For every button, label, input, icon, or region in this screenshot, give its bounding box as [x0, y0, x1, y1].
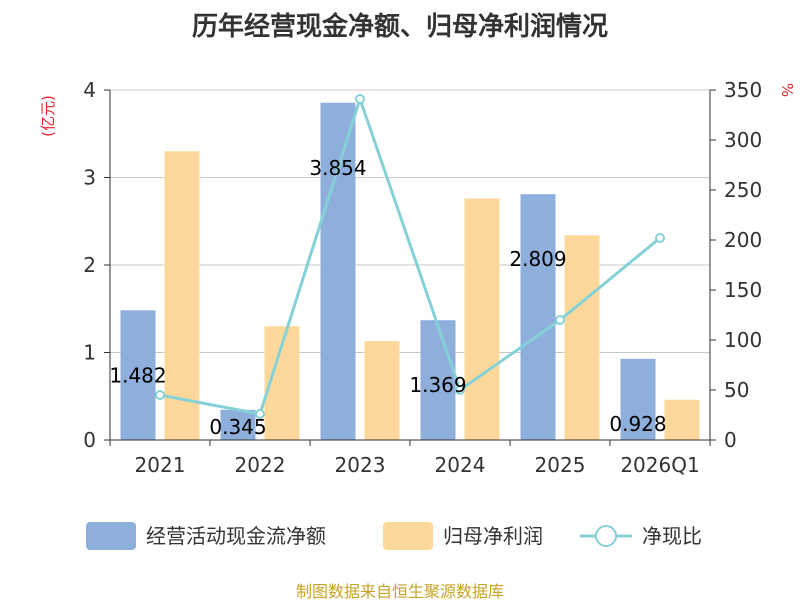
bar-value-label: 2.809	[509, 247, 566, 271]
line-path	[159, 94, 661, 416]
legend-label: 净现比	[642, 524, 702, 548]
right-tick-label: 250	[724, 178, 762, 202]
line-series	[155, 94, 665, 419]
x-tick-label: 2021	[135, 453, 186, 477]
legend-label: 经营活动现金流净额	[146, 524, 326, 548]
chart-title: 历年经营现金净额、归母净利润情况	[191, 12, 608, 42]
right-tick-label: 200	[724, 228, 762, 252]
bar-value-label: 1.369	[409, 373, 466, 397]
legend-marker	[595, 525, 617, 547]
bar-value-label: 0.928	[609, 412, 666, 436]
left-tick-label: 3	[83, 166, 96, 190]
legend-label: 归母净利润	[443, 524, 543, 548]
bar-value-label: 0.345	[209, 415, 266, 439]
bar-value-label: 1.482	[109, 363, 166, 387]
x-tick-label: 2023	[335, 453, 386, 477]
data-labels: 1.482 0.345 3.854 1.369 2.809 0.928	[109, 156, 666, 439]
left-tick-label: 2	[83, 253, 96, 277]
bar	[220, 409, 256, 440]
grid-lines	[110, 89, 710, 353]
right-tick-label: 100	[724, 328, 762, 352]
source-note: 制图数据来自恒生聚源数据库	[295, 582, 504, 601]
x-tick-label: 2026Q1	[620, 453, 699, 477]
right-tick-label: 50	[724, 378, 749, 402]
bar-value-label: 3.854	[309, 156, 366, 180]
left-tick-label: 0	[83, 428, 96, 452]
right-tick-label: 300	[724, 128, 762, 152]
line-point	[155, 390, 165, 400]
right-tick-label: 0	[724, 428, 737, 452]
line-point	[255, 409, 265, 419]
right-tick-label: 350	[724, 78, 762, 102]
left-tick-label: 1	[83, 341, 96, 365]
bar	[620, 358, 656, 440]
line-point	[355, 94, 365, 104]
left-tick-label: 4	[83, 78, 96, 102]
bar	[420, 320, 456, 440]
bar	[164, 151, 200, 440]
bar	[320, 102, 356, 441]
bar	[520, 194, 556, 440]
line-point	[555, 315, 565, 325]
bar	[564, 235, 600, 440]
bar-series	[120, 102, 700, 441]
x-tick-label: 2022	[235, 453, 286, 477]
axes: 0 1 2 3 4 0 50 100 150 200 250 300 350 (亿元)% 2021 2022 2…	[39, 78, 796, 477]
bar	[120, 310, 156, 440]
right-axis-unit: %	[778, 83, 796, 97]
legend-swatch	[383, 522, 433, 550]
bar	[464, 198, 500, 440]
bar	[664, 399, 700, 440]
legend-swatch	[86, 522, 136, 550]
right-tick-label: 150	[724, 278, 762, 302]
x-tick-label: 2025	[535, 453, 586, 477]
legend: 经营活动现金流净额 归母净利润 净现比	[86, 522, 702, 550]
left-axis-unit: (亿元)	[39, 95, 57, 137]
line-point	[655, 233, 665, 243]
x-tick-label: 2024	[435, 453, 486, 477]
line-point	[455, 385, 465, 395]
bar	[364, 341, 400, 440]
